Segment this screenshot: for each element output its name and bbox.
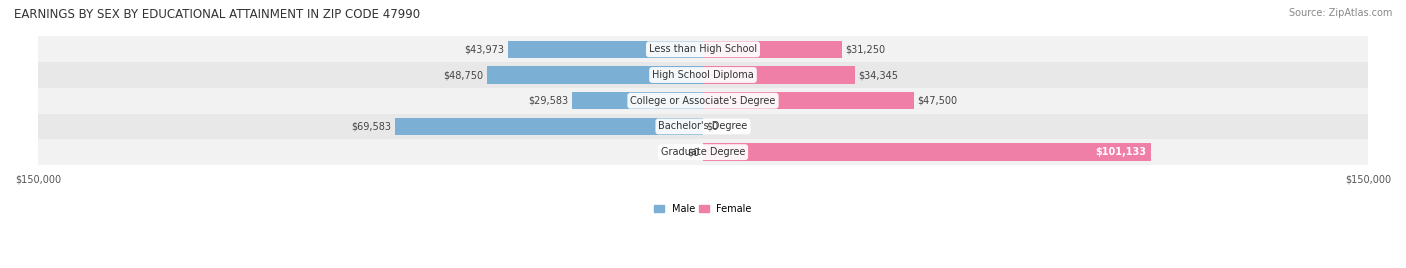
Bar	[703, 92, 914, 109]
Text: College or Associate's Degree: College or Associate's Degree	[630, 96, 776, 106]
Text: $0: $0	[706, 121, 718, 131]
Bar	[38, 139, 1368, 165]
Text: $48,750: $48,750	[443, 70, 484, 80]
Text: $69,583: $69,583	[352, 121, 391, 131]
Text: Source: ZipAtlas.com: Source: ZipAtlas.com	[1288, 8, 1392, 18]
Text: $43,973: $43,973	[465, 44, 505, 54]
Text: Bachelor's Degree: Bachelor's Degree	[658, 121, 748, 131]
Bar	[38, 88, 1368, 114]
Bar	[703, 40, 842, 58]
Bar	[38, 62, 1368, 88]
Bar	[572, 92, 703, 109]
Text: $47,500: $47,500	[917, 96, 957, 106]
Bar	[38, 114, 1368, 139]
Bar	[508, 40, 703, 58]
Text: $34,345: $34,345	[859, 70, 898, 80]
Text: EARNINGS BY SEX BY EDUCATIONAL ATTAINMENT IN ZIP CODE 47990: EARNINGS BY SEX BY EDUCATIONAL ATTAINMEN…	[14, 8, 420, 21]
Text: $0: $0	[688, 147, 700, 157]
Bar	[703, 143, 1152, 161]
Bar	[486, 66, 703, 84]
Text: $29,583: $29,583	[529, 96, 568, 106]
Text: Less than High School: Less than High School	[650, 44, 756, 54]
Bar	[703, 66, 855, 84]
Bar	[38, 36, 1368, 62]
Text: $101,133: $101,133	[1095, 147, 1146, 157]
Text: High School Diploma: High School Diploma	[652, 70, 754, 80]
Legend: Male, Female: Male, Female	[651, 200, 755, 218]
Text: $31,250: $31,250	[845, 44, 884, 54]
Text: Graduate Degree: Graduate Degree	[661, 147, 745, 157]
Bar	[395, 118, 703, 135]
